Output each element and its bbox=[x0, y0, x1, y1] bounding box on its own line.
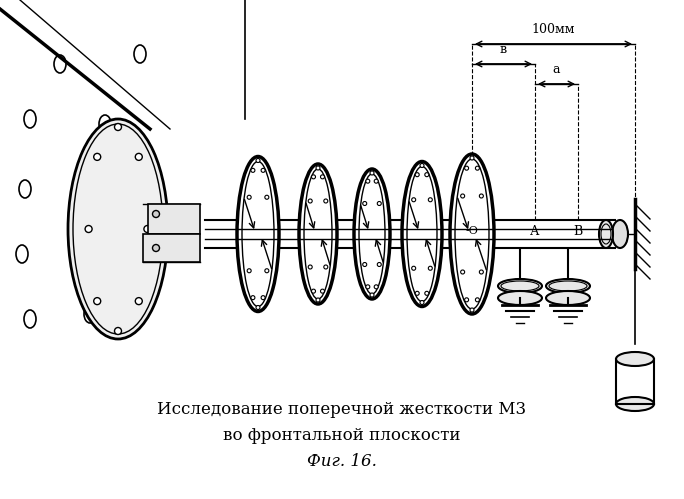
FancyBboxPatch shape bbox=[148, 204, 200, 234]
Ellipse shape bbox=[134, 45, 146, 63]
FancyBboxPatch shape bbox=[143, 234, 200, 262]
Ellipse shape bbox=[420, 300, 424, 304]
Ellipse shape bbox=[374, 285, 378, 289]
Ellipse shape bbox=[261, 295, 265, 300]
Ellipse shape bbox=[470, 156, 474, 160]
Ellipse shape bbox=[265, 269, 269, 273]
Ellipse shape bbox=[470, 308, 474, 312]
Ellipse shape bbox=[311, 289, 315, 293]
Ellipse shape bbox=[24, 310, 36, 328]
Ellipse shape bbox=[247, 195, 251, 199]
Ellipse shape bbox=[16, 245, 28, 263]
Ellipse shape bbox=[144, 226, 151, 233]
Ellipse shape bbox=[153, 245, 159, 251]
Ellipse shape bbox=[498, 279, 542, 293]
Ellipse shape bbox=[546, 291, 590, 305]
Ellipse shape bbox=[450, 154, 494, 314]
Ellipse shape bbox=[311, 175, 315, 179]
Ellipse shape bbox=[54, 55, 66, 73]
Text: во фронтальной плоскости: во фронтальной плоскости bbox=[223, 428, 461, 445]
Ellipse shape bbox=[114, 327, 122, 334]
Ellipse shape bbox=[316, 166, 320, 170]
Ellipse shape bbox=[460, 270, 464, 274]
Ellipse shape bbox=[114, 123, 122, 131]
Ellipse shape bbox=[363, 262, 367, 266]
Ellipse shape bbox=[498, 291, 542, 305]
Ellipse shape bbox=[378, 202, 381, 206]
Ellipse shape bbox=[261, 168, 265, 172]
Ellipse shape bbox=[94, 153, 101, 160]
Ellipse shape bbox=[475, 166, 479, 170]
Ellipse shape bbox=[321, 289, 324, 293]
Ellipse shape bbox=[370, 293, 374, 297]
Ellipse shape bbox=[19, 180, 31, 198]
Text: Фиг. 16.: Фиг. 16. bbox=[307, 453, 377, 470]
Ellipse shape bbox=[616, 352, 654, 366]
Ellipse shape bbox=[612, 220, 628, 248]
Text: 100мм: 100мм bbox=[531, 23, 575, 36]
Ellipse shape bbox=[428, 198, 432, 202]
Ellipse shape bbox=[68, 119, 168, 339]
Ellipse shape bbox=[265, 195, 269, 199]
Ellipse shape bbox=[374, 179, 378, 183]
Ellipse shape bbox=[378, 262, 381, 266]
Ellipse shape bbox=[370, 171, 374, 175]
Ellipse shape bbox=[299, 164, 337, 304]
Text: А: А bbox=[530, 225, 540, 238]
Ellipse shape bbox=[599, 220, 613, 248]
Ellipse shape bbox=[85, 226, 92, 233]
Text: a: a bbox=[553, 63, 560, 76]
Ellipse shape bbox=[412, 266, 416, 270]
Ellipse shape bbox=[428, 266, 432, 270]
Ellipse shape bbox=[425, 291, 429, 295]
Text: в: в bbox=[500, 43, 507, 56]
Ellipse shape bbox=[251, 295, 255, 300]
Ellipse shape bbox=[94, 297, 101, 304]
Ellipse shape bbox=[135, 153, 142, 160]
Ellipse shape bbox=[366, 179, 370, 183]
Ellipse shape bbox=[479, 270, 484, 274]
Ellipse shape bbox=[251, 168, 255, 172]
Ellipse shape bbox=[308, 199, 312, 203]
Text: Исследование поперечной жесткости М3: Исследование поперечной жесткости М3 bbox=[157, 401, 527, 418]
Ellipse shape bbox=[616, 397, 654, 411]
Ellipse shape bbox=[475, 298, 479, 302]
Ellipse shape bbox=[256, 305, 260, 309]
Ellipse shape bbox=[366, 285, 370, 289]
Ellipse shape bbox=[460, 194, 464, 198]
Text: В: В bbox=[573, 225, 583, 238]
Text: -О: -О bbox=[466, 226, 478, 236]
Ellipse shape bbox=[316, 298, 320, 302]
Ellipse shape bbox=[99, 115, 111, 133]
Ellipse shape bbox=[425, 173, 429, 177]
Ellipse shape bbox=[135, 297, 142, 304]
Ellipse shape bbox=[354, 169, 390, 299]
Ellipse shape bbox=[247, 269, 251, 273]
Ellipse shape bbox=[415, 291, 419, 295]
Ellipse shape bbox=[402, 162, 442, 306]
Ellipse shape bbox=[153, 211, 159, 218]
Ellipse shape bbox=[412, 198, 416, 202]
Ellipse shape bbox=[84, 305, 96, 323]
Ellipse shape bbox=[464, 298, 469, 302]
Ellipse shape bbox=[420, 164, 424, 168]
Ellipse shape bbox=[464, 166, 469, 170]
Ellipse shape bbox=[363, 202, 367, 206]
Ellipse shape bbox=[546, 279, 590, 293]
Ellipse shape bbox=[237, 157, 279, 311]
Ellipse shape bbox=[324, 199, 328, 203]
Ellipse shape bbox=[324, 265, 328, 269]
Ellipse shape bbox=[24, 110, 36, 128]
Ellipse shape bbox=[84, 175, 96, 193]
Ellipse shape bbox=[256, 159, 260, 163]
Ellipse shape bbox=[321, 175, 324, 179]
Ellipse shape bbox=[79, 240, 91, 258]
Ellipse shape bbox=[415, 173, 419, 177]
Ellipse shape bbox=[479, 194, 484, 198]
Ellipse shape bbox=[308, 265, 312, 269]
